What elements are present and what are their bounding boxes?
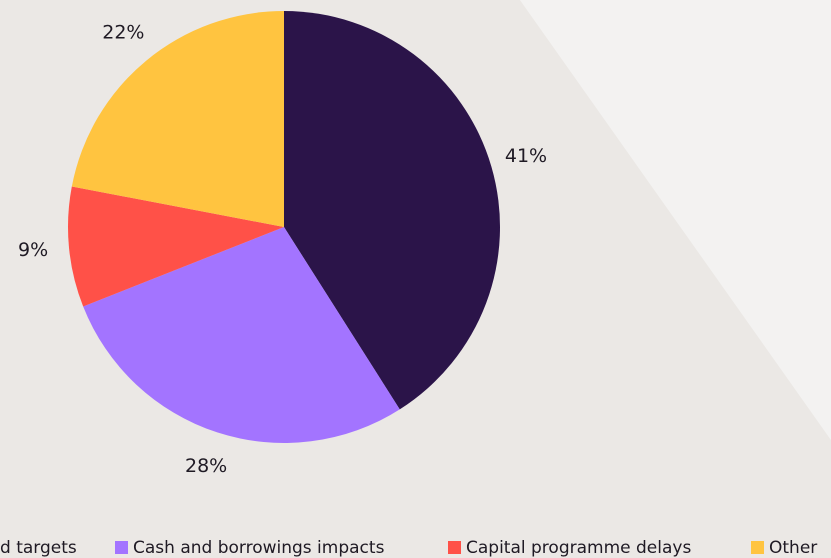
- pie-slice: [83, 227, 400, 443]
- pie-slice: [284, 11, 500, 410]
- legend-swatch: [115, 541, 128, 554]
- pie-slice: [67, 186, 284, 307]
- legend-label: Cash and borrowings impacts: [133, 538, 385, 558]
- data-label: 41%: [505, 145, 547, 167]
- legend-label: d targets: [0, 538, 77, 558]
- data-label: 9%: [18, 239, 48, 261]
- legend-swatch: [448, 541, 461, 554]
- data-label: 28%: [185, 455, 227, 477]
- legend-label: Capital programme delays: [466, 538, 691, 558]
- pie-slice: [71, 11, 284, 227]
- data-label: 22%: [102, 21, 144, 43]
- legend-swatch: [751, 541, 764, 554]
- legend-label: Other: [769, 538, 817, 558]
- background-shape: [520, 0, 831, 440]
